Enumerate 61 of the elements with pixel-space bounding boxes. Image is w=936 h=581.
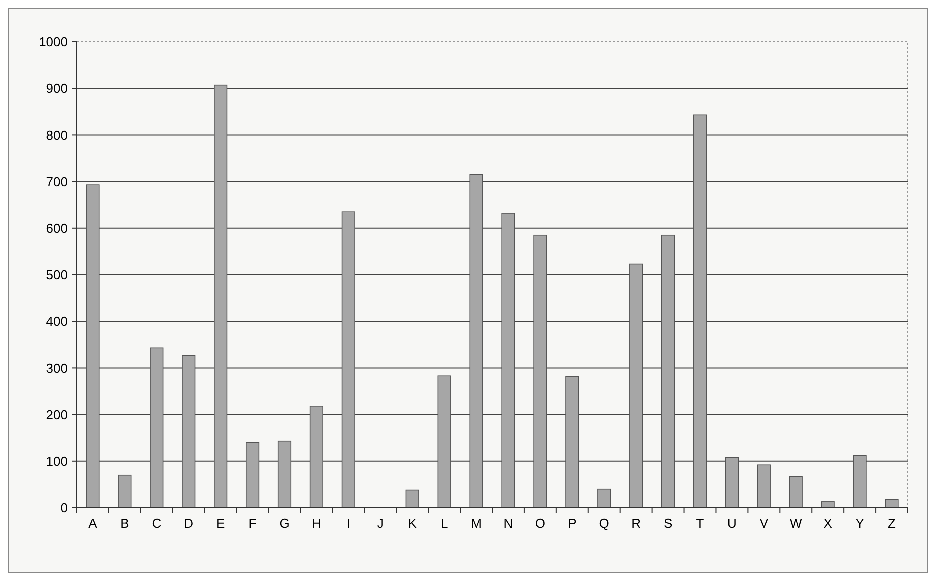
x-tick-label: W	[790, 516, 803, 531]
y-tick-label: 500	[46, 268, 68, 283]
bar	[406, 490, 420, 508]
x-tick-label: A	[88, 516, 98, 531]
x-tick-label: Y	[856, 516, 865, 531]
bar	[438, 376, 452, 508]
bar	[502, 213, 516, 508]
x-tick-label: Q	[599, 516, 610, 531]
bar	[853, 455, 867, 508]
x-tick-label: G	[280, 516, 290, 531]
x-tick-label: N	[504, 516, 514, 531]
x-tick-label: F	[248, 516, 257, 531]
x-tick-label: S	[664, 516, 673, 531]
y-tick-label: 300	[46, 360, 68, 376]
bar	[118, 474, 132, 508]
y-tick-label: 600	[46, 220, 68, 236]
y-tick-label: 100	[46, 454, 68, 469]
bar	[470, 174, 484, 508]
bar	[534, 234, 548, 508]
bar	[278, 440, 292, 508]
bar	[885, 499, 899, 508]
bar	[182, 355, 196, 508]
x-tick-label: H	[312, 516, 322, 531]
bar	[789, 476, 803, 508]
y-tick-label: 200	[46, 407, 68, 422]
x-tick-label: M	[471, 516, 482, 531]
x-tick-label: E	[216, 516, 226, 531]
x-tick-label: U	[728, 516, 737, 531]
x-tick-label: I	[346, 516, 350, 531]
bar	[661, 234, 676, 508]
bar	[342, 212, 356, 508]
bar	[86, 184, 100, 508]
y-tick-label: 900	[46, 81, 68, 96]
x-tick-label: V	[760, 516, 769, 531]
x-tick-label: J	[377, 516, 384, 531]
bar	[725, 457, 740, 508]
x-tick-label: R	[632, 516, 642, 531]
x-tick-label: D	[184, 516, 194, 531]
y-tick-label: 1000	[39, 34, 68, 50]
x-tick-label: B	[120, 516, 130, 531]
bar	[246, 442, 260, 508]
x-tick-label: Z	[888, 516, 896, 531]
x-tick-label: L	[440, 516, 448, 531]
bar	[693, 114, 708, 508]
x-tick-label: T	[696, 516, 704, 531]
bar	[598, 488, 612, 508]
bar	[757, 464, 771, 508]
bar	[310, 406, 324, 508]
x-tick-label: P	[568, 516, 577, 531]
y-tick-label: 800	[46, 128, 68, 143]
bar	[150, 348, 164, 508]
y-tick-label: 400	[46, 314, 68, 330]
x-tick-label: O	[535, 516, 546, 531]
x-tick-label: C	[152, 516, 162, 531]
y-tick-label: 0	[60, 500, 68, 516]
bar	[630, 264, 644, 508]
x-tick-label: K	[408, 516, 418, 531]
bar	[214, 84, 228, 508]
bar	[566, 376, 580, 508]
y-tick-label: 700	[46, 174, 68, 190]
x-tick-label: X	[824, 516, 833, 531]
